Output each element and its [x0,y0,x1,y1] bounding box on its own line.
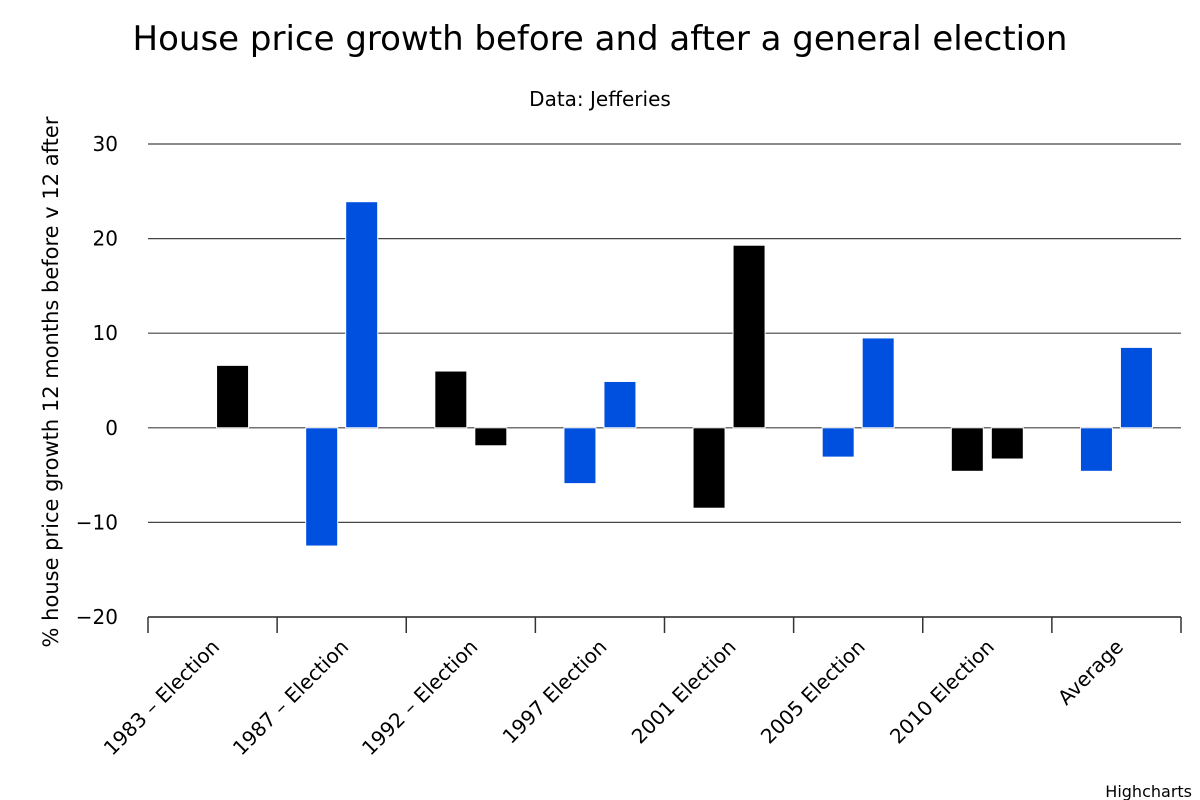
x-category-label: Average [1053,635,1128,710]
x-category-label: 1983 – Election [99,635,224,760]
gridlines [148,143,1181,618]
x-category-label: 2005 Election [756,635,870,749]
x-axis-category-labels: 1983 – Election 1987 – Election 1992 – Ele… [99,635,1128,760]
x-category-label: 1992 – Election [357,635,482,760]
bar-after [603,380,637,429]
y-tick-label: −10 [76,510,118,534]
bar-after [474,427,508,447]
y-tick-label: −20 [76,605,118,629]
credits: Highcharts [1105,782,1192,800]
bar-before [563,427,597,485]
bar-before [1079,427,1113,472]
bar-after [345,201,379,429]
bars [216,201,1153,547]
x-category-label: 1997 Election [498,635,612,749]
bar-before [434,370,468,429]
y-tick-label: 30 [93,132,118,156]
bar-after [216,364,250,429]
y-tick-label: 20 [93,227,118,251]
bar-after [861,337,895,429]
bar-before [692,427,726,509]
x-axis [147,616,1182,633]
chart-subtitle: Data: Jefferies [529,87,671,111]
x-category-label: 2010 Election [885,635,999,749]
bar-after [732,244,766,429]
bar-before [950,427,984,472]
x-category-label: 2001 Election [627,635,741,749]
y-axis-tick-labels: 30 20 10 0 −10 −20 [76,132,118,629]
bar-after [1119,346,1153,429]
y-tick-label: 0 [105,416,118,440]
y-tick-label: 10 [93,321,118,345]
chart-title: House price growth before and after a ge… [133,19,1068,59]
y-axis-title: % house price growth 12 months before v … [39,116,63,647]
x-category-label: 1987 – Election [228,635,353,760]
bar-before [305,427,339,547]
bar-after [990,427,1024,460]
bar-before [821,427,855,458]
